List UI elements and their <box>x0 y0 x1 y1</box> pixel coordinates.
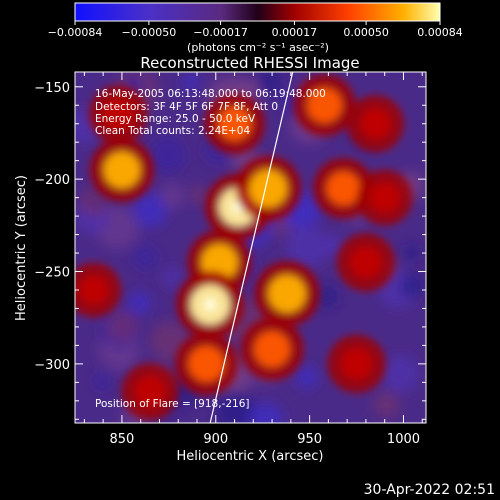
background-blob <box>105 309 139 343</box>
x-tick-label: 1000 <box>387 432 420 447</box>
y-tick-label: −250 <box>34 266 70 281</box>
x-tick-label: 850 <box>110 432 135 447</box>
emission-core <box>307 87 343 123</box>
info-line-clean: Clean Total counts: 2.24E+04 <box>95 125 250 137</box>
x-axis-label: Heliocentric X (arcsec) <box>177 449 324 464</box>
colorbar-unit-label: (photons cm⁻² s⁻¹ asec⁻²) <box>187 41 329 54</box>
info-line-detectors: Detectors: 3F 4F 5F 6F 7F 8F, Att 0 <box>95 101 278 113</box>
colorbar-ticks: −0.00084 −0.00050 −0.00017 0.00017 0.00050 0.… <box>48 21 463 39</box>
colorbar-tick-label: 0.00050 <box>343 26 389 39</box>
chart-title: Reconstructed RHESSI Image <box>140 54 359 72</box>
emission-core <box>369 182 400 213</box>
background-blob <box>381 355 419 393</box>
emission-core <box>188 345 225 382</box>
emission-core <box>268 274 307 313</box>
background-blob <box>189 185 208 204</box>
emission-peak <box>204 298 217 311</box>
x-tick-label: 900 <box>203 432 228 447</box>
info-text: 16-May-2005 06:13:48.000 to 06:19:48.000… <box>95 88 326 410</box>
background-blob <box>403 244 421 262</box>
background-blob <box>295 366 318 389</box>
flare-position-label: Position of Flare = [918,-216] <box>95 398 250 410</box>
background-blob <box>149 136 187 174</box>
background-blob <box>78 186 108 217</box>
background-blob <box>249 402 284 423</box>
y-axis-label: Heliocentric Y (arcsec) <box>14 175 29 321</box>
emission-core <box>326 171 361 206</box>
background-blob <box>92 372 112 391</box>
colorbar-gradient <box>74 2 441 22</box>
background-blob <box>320 233 344 256</box>
background-blob <box>182 72 200 91</box>
background-blob <box>372 391 400 419</box>
emission-core <box>340 347 373 380</box>
background-blob <box>399 273 426 299</box>
timestamp: 30-Apr-2022 02:51 <box>364 482 495 498</box>
solar-limb-line <box>209 72 294 423</box>
info-line-energy: Energy Range: 25.0 - 50.0 keV <box>95 113 256 125</box>
y-tick-label: −300 <box>34 358 70 373</box>
emission-core <box>217 106 252 141</box>
emission-core <box>79 275 109 305</box>
background-blob <box>128 291 151 315</box>
background-blob <box>314 284 339 309</box>
emission-regions <box>75 74 413 421</box>
background-blob <box>159 183 185 209</box>
emission-core <box>349 246 382 279</box>
y-tick-label: −150 <box>34 81 70 96</box>
y-tick-label: −200 <box>34 173 70 188</box>
colorbar-tick-label: 0.00084 <box>417 26 463 39</box>
background-blob <box>162 267 182 288</box>
background-blob <box>132 244 158 270</box>
colorbar-tick-label: −0.00084 <box>48 26 103 39</box>
background-blob <box>215 391 257 423</box>
emission-core <box>103 151 141 189</box>
x-tick-label: 950 <box>297 432 322 447</box>
emission-core <box>249 169 288 208</box>
colorbar-tick-label: −0.00050 <box>122 26 177 39</box>
background-blob <box>271 217 290 237</box>
emission-core <box>359 108 391 140</box>
info-line-time: 16-May-2005 06:13:48.000 to 06:19:48.000 <box>95 88 326 100</box>
plot-frame <box>74 71 427 424</box>
emission-core <box>134 376 166 408</box>
background-blob <box>286 226 329 268</box>
emission-core <box>254 331 291 368</box>
y-axis: −150 −200 −250 −300 <box>34 81 426 420</box>
x-axis: 850 900 950 1000 <box>83 72 423 447</box>
colorbar: −0.00084 −0.00050 −0.00017 0.00017 0.00050 0.… <box>48 2 463 54</box>
emission-core <box>102 98 135 131</box>
background-blob <box>257 72 283 93</box>
plot-area <box>75 72 426 423</box>
colorbar-tick-label: 0.00017 <box>272 26 318 39</box>
background-blob <box>132 192 169 228</box>
colorbar-tick-label: −0.00017 <box>193 26 248 39</box>
